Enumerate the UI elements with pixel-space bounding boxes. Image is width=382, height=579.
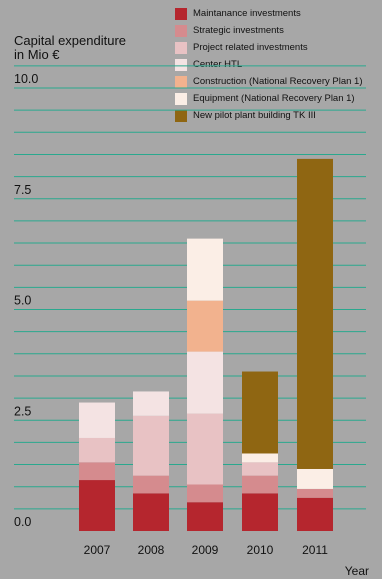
legend-label: Project related investments <box>193 42 308 53</box>
legend-item: Strategic investments <box>175 22 363 39</box>
bar-segment <box>297 158 333 469</box>
bar-segment <box>79 462 115 481</box>
bar-segment <box>79 437 115 463</box>
bar-segment <box>187 351 223 414</box>
legend-swatch <box>175 41 187 54</box>
x-axis-label: Year <box>345 564 369 578</box>
legend-label: Strategic investments <box>193 25 284 36</box>
bar-stack-2010 <box>242 371 278 531</box>
legend-item: Maintanance investments <box>175 5 363 22</box>
bar-segment <box>242 493 278 531</box>
bar-segment <box>133 415 169 476</box>
bar-segment <box>133 493 169 531</box>
x-tick-label: 2007 <box>84 543 111 557</box>
bar-segment <box>187 300 223 352</box>
legend-swatch <box>175 58 187 71</box>
legend-swatch <box>175 7 187 20</box>
bar-segment <box>242 453 278 463</box>
legend-label: Construction (National Recovery Plan 1) <box>193 76 363 87</box>
legend-swatch <box>175 109 187 122</box>
bar-segment <box>187 484 223 503</box>
bar-stack-2008 <box>133 391 169 531</box>
legend: Maintanance investments Strategic investm… <box>175 5 363 124</box>
y-tick-label: 0.0 <box>14 515 31 529</box>
bar-segment <box>133 391 169 416</box>
bar-segment <box>242 371 278 454</box>
bar-segment <box>133 475 169 494</box>
legend-item: Equipment (National Recovery Plan 1) <box>175 90 363 107</box>
legend-label: Equipment (National Recovery Plan 1) <box>193 93 355 104</box>
bar-segment <box>242 462 278 476</box>
bar-segment <box>242 475 278 494</box>
bar-segment <box>297 497 333 531</box>
x-tick-label: 2010 <box>247 543 274 557</box>
legend-swatch <box>175 24 187 37</box>
bar-segment <box>297 488 333 498</box>
legend-item: New pilot plant building TK III <box>175 107 363 124</box>
bar-segment <box>187 502 223 531</box>
y-tick-label: 10.0 <box>14 72 38 86</box>
legend-item: Construction (National Recovery Plan 1) <box>175 73 363 90</box>
legend-swatch <box>175 75 187 88</box>
y-axis-label: Capital expenditure in Mio € <box>14 33 127 62</box>
bar-stack-2007 <box>79 402 115 531</box>
bar-segment <box>187 238 223 301</box>
legend-item: Center HTL <box>175 56 363 73</box>
legend-label: Center HTL <box>193 59 243 70</box>
x-tick-label: 2008 <box>138 543 165 557</box>
legend-label: Maintanance investments <box>193 8 301 19</box>
bar-stack-2011 <box>297 158 333 531</box>
bar-segment <box>79 480 115 531</box>
bar-segment <box>79 402 115 438</box>
legend-item: Project related investments <box>175 39 363 56</box>
bar-stack-2009 <box>187 238 223 531</box>
x-tick-label: 2009 <box>192 543 219 557</box>
bar-segment <box>297 468 333 489</box>
bar-segment <box>187 413 223 485</box>
legend-label: New pilot plant building TK III <box>193 110 316 121</box>
y-tick-label: 7.5 <box>14 183 31 197</box>
x-tick-label: 2011 <box>302 543 328 557</box>
y-tick-label: 2.5 <box>14 404 31 418</box>
y-tick-label: 5.0 <box>14 294 31 308</box>
legend-swatch <box>175 92 187 105</box>
